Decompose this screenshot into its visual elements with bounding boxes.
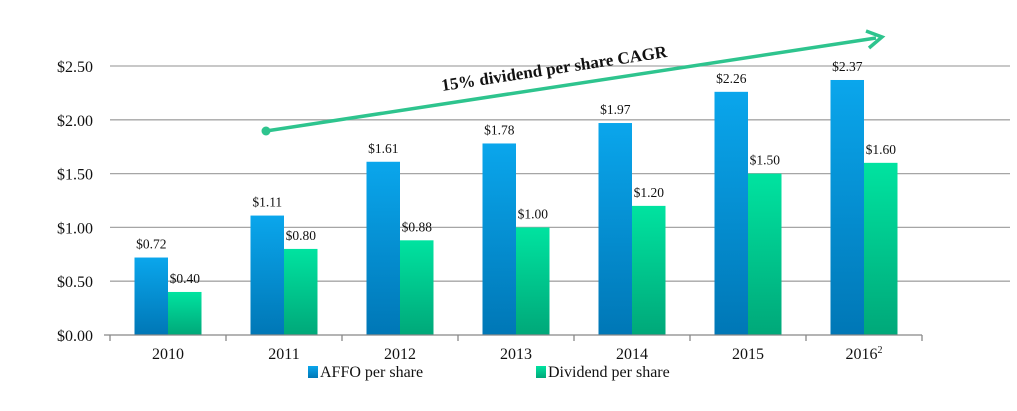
bar-affo — [482, 143, 516, 335]
data-label-affo: $1.78 — [484, 122, 515, 137]
legend-swatch-dividend — [536, 366, 546, 378]
y-axis: $0.00 $0.50 $1.00 $1.50 $2.00 $2.50 — [57, 59, 93, 345]
x-tick-label: 20162 — [846, 345, 883, 363]
legend-swatch-affo — [308, 366, 318, 378]
x-tick-label: 2013 — [500, 346, 532, 363]
bar-affo — [250, 215, 284, 335]
x-tick-label: 2010 — [152, 346, 184, 363]
data-label-affo: $2.37 — [832, 59, 863, 74]
data-label-affo: $1.61 — [368, 141, 398, 156]
bar-dividend — [168, 291, 202, 335]
x-tick-label: 2012 — [384, 346, 416, 363]
bar-dividend — [864, 162, 898, 335]
x-tick-superscript: 2 — [878, 345, 883, 356]
x-tick-label: 2011 — [268, 346, 299, 363]
x-axis: 2010 2011 2012 2013 2014 2015 20162 — [104, 334, 923, 363]
bar-affo — [714, 91, 748, 335]
data-label-dividend: $1.20 — [634, 185, 665, 200]
data-label-dividend: $1.00 — [518, 206, 549, 221]
bar-affo — [598, 123, 632, 335]
y-tick-label: $2.50 — [57, 59, 93, 76]
bar-affo — [134, 257, 168, 335]
bar-affo — [830, 79, 864, 335]
bar-dividend — [632, 205, 666, 335]
cagr-arrow-head — [865, 29, 886, 50]
bar-dividend — [284, 248, 318, 335]
y-tick-label: $0.50 — [57, 274, 93, 291]
data-label-dividend: $0.80 — [286, 228, 317, 243]
data-label-dividend: $1.50 — [750, 153, 781, 168]
legend-label-affo: AFFO per share — [320, 364, 423, 381]
x-tick-label: 2014 — [616, 346, 648, 363]
data-label-affo: $1.97 — [600, 102, 631, 117]
y-tick-label: $0.00 — [57, 328, 93, 345]
bar-dividend — [516, 227, 550, 335]
data-label-affo: $2.26 — [716, 71, 747, 86]
bar-dividend — [400, 240, 434, 335]
data-label-dividend: $0.40 — [170, 271, 201, 286]
cagr-arrow-line — [265, 36, 877, 133]
legend-label-dividend: Dividend per share — [548, 364, 670, 381]
cagr-arrow-start-dot — [261, 126, 271, 136]
y-tick-label: $1.50 — [57, 167, 93, 184]
data-label-affo: $0.72 — [136, 237, 166, 252]
data-label-dividend: $0.88 — [402, 219, 433, 234]
legend: AFFO per share Dividend per share — [308, 364, 670, 381]
bar-affo — [366, 161, 400, 335]
data-label-dividend: $1.60 — [866, 142, 897, 157]
y-tick-label: $2.00 — [57, 113, 93, 130]
x-tick-label: 2015 — [732, 346, 764, 363]
y-tick-label: $1.00 — [57, 220, 93, 237]
data-label-affo: $1.11 — [252, 195, 282, 210]
bars: $0.72 $1.11 $1.61 $1.78 $1.97 $2.26 $2.37 $0.40… — [134, 59, 898, 335]
bar-dividend — [748, 173, 782, 335]
